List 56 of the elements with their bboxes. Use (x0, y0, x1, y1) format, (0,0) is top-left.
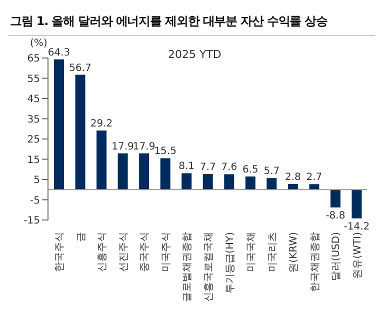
x-tick-label: 한국주식 (54, 232, 66, 272)
data-label: 8.1 (178, 161, 195, 172)
bar (182, 173, 192, 190)
data-label: 64.3 (48, 47, 70, 58)
y-tick-label: -15 (24, 216, 40, 227)
bar (352, 190, 362, 218)
x-tick-label: 달러(USD) (331, 232, 342, 282)
chart-title: 그림 1. 올해 달러와 에너지를 제외한 대부분 자산 수익률 상승 (8, 8, 375, 36)
x-tick-label: 신흥주식 (97, 232, 108, 272)
chart-subtitle: 2025 YTD (168, 48, 222, 61)
bar (330, 190, 340, 208)
bar (96, 130, 107, 190)
data-label: 29.2 (90, 118, 113, 130)
bar (266, 178, 277, 190)
x-tick-label: 한국채권종합 (310, 232, 321, 292)
x-tick-label: 원(KRW) (288, 232, 300, 273)
y-tick-label: 65 (27, 54, 40, 65)
y-tick-label: 15 (27, 154, 40, 166)
x-tick-label: 미국리츠 (267, 232, 278, 272)
bar (202, 174, 213, 190)
x-tick-label: 원유(WTI) (352, 232, 364, 279)
x-tick-label: 투기등급(HY) (224, 232, 236, 294)
x-tick-label: 글로벌채권종합 (182, 232, 194, 302)
x-tick-label: 금 (76, 232, 87, 242)
y-tick-label: -5 (30, 195, 40, 206)
data-label: 7.7 (200, 162, 216, 174)
y-tick-label: 25 (27, 134, 40, 146)
bar (54, 59, 64, 190)
bar (139, 153, 150, 190)
x-tick-label: 미국주식 (160, 232, 172, 272)
y-tick-label: 55 (27, 74, 40, 85)
data-label: 17.9 (112, 141, 134, 152)
bar (245, 176, 256, 190)
bar (118, 153, 128, 190)
data-label: -14.2 (344, 221, 370, 232)
x-tick-label: 신흥국로컬국채 (204, 232, 214, 302)
bar (309, 184, 320, 190)
data-label: 2.8 (284, 172, 301, 183)
x-tick-label: 미국국채 (246, 232, 258, 272)
x-tick-label: 중국주식 (140, 232, 151, 272)
data-label: 6.5 (242, 164, 258, 176)
y-tick-label: 45 (27, 94, 40, 106)
bar (224, 174, 234, 190)
data-label: 5.7 (264, 166, 280, 178)
data-label: -8.8 (326, 210, 346, 222)
data-label: 56.7 (69, 62, 92, 74)
data-label: 2.7 (306, 172, 322, 184)
y-axis-title: (%) (30, 38, 48, 49)
data-label: 7.6 (221, 162, 238, 174)
data-label: 15.5 (154, 146, 176, 158)
y-tick-label: 5 (34, 175, 40, 186)
bar (75, 74, 86, 190)
bar (160, 158, 170, 190)
x-tick-label: 선진주식 (118, 232, 130, 272)
data-label: 17.9 (132, 141, 156, 152)
y-tick-label: 35 (27, 114, 40, 126)
